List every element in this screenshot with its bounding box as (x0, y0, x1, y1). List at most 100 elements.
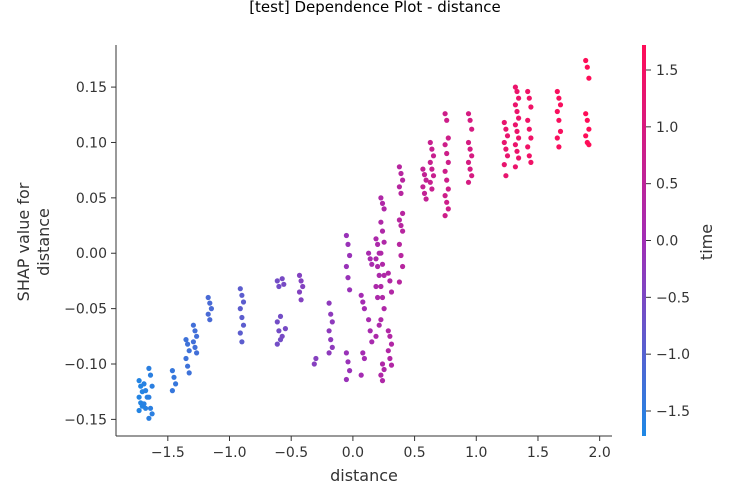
point-column (583, 57, 592, 148)
point-column (366, 250, 375, 345)
point-column (442, 111, 451, 219)
data-point (444, 199, 450, 205)
data-point (512, 84, 519, 90)
data-point (239, 339, 245, 345)
point-column (358, 292, 367, 378)
data-point (240, 322, 247, 328)
data-point (512, 102, 519, 108)
data-point (467, 166, 473, 172)
point-column (274, 278, 284, 347)
data-point (556, 95, 562, 101)
data-point (501, 119, 507, 126)
point-column (343, 232, 353, 383)
data-point (444, 117, 450, 123)
data-point (136, 378, 142, 384)
point-column (373, 236, 382, 339)
data-point (526, 126, 532, 132)
data-point (442, 193, 448, 199)
data-point (328, 311, 334, 317)
data-point (427, 179, 433, 185)
point-column (190, 322, 200, 356)
data-point (274, 278, 280, 284)
data-point (360, 350, 366, 356)
point-column (554, 88, 564, 150)
data-point (514, 108, 520, 115)
data-point (516, 155, 522, 161)
x-tick-label: 0.0 (342, 445, 364, 461)
data-point (584, 64, 590, 70)
data-point (512, 164, 519, 170)
data-point (583, 133, 589, 139)
data-point (347, 252, 353, 259)
data-point (442, 142, 448, 148)
data-point (237, 330, 243, 336)
data-point (373, 256, 379, 262)
point-column (311, 355, 319, 367)
colorbar-tick-label: 0.0 (656, 234, 678, 250)
data-point (147, 405, 154, 411)
data-point (398, 190, 404, 196)
data-point (149, 383, 155, 389)
data-point (313, 355, 319, 362)
data-point (237, 286, 243, 292)
x-axis-label: distance (330, 466, 398, 485)
y-tick-label: 0.10 (76, 135, 107, 151)
data-point (512, 122, 519, 128)
data-point (430, 153, 437, 159)
data-point (147, 372, 154, 378)
data-point (398, 222, 404, 229)
data-point (445, 206, 451, 212)
point-column (385, 270, 395, 368)
data-point (465, 111, 472, 117)
data-point (503, 146, 509, 152)
colorbar-tick-label: −1.0 (656, 347, 690, 363)
data-point (194, 350, 200, 356)
data-point (326, 350, 332, 356)
x-axis-ticks: −1.5 −1.0 −0.5 0.0 0.5 1.0 1.5 2.0 (151, 436, 611, 461)
data-point (136, 407, 142, 414)
data-point (373, 236, 379, 242)
data-point (385, 270, 391, 276)
data-point (375, 263, 381, 270)
data-point (276, 283, 282, 290)
data-point (427, 159, 433, 165)
point-column (378, 195, 387, 384)
data-point (281, 281, 287, 287)
data-point (376, 272, 382, 278)
data-point (194, 333, 200, 339)
data-point (274, 341, 280, 347)
data-point (396, 184, 402, 190)
data-point (385, 348, 391, 354)
data-point (279, 276, 285, 282)
data-point (185, 363, 191, 369)
data-point (381, 239, 387, 245)
data-point (444, 150, 450, 157)
point-column (396, 164, 406, 285)
point-column (326, 300, 335, 356)
data-point (237, 306, 243, 312)
y-axis-label: SHAP value for distance (14, 182, 53, 301)
data-point (190, 322, 196, 328)
point-column (296, 272, 306, 303)
colorbar-tick-label: −0.5 (656, 290, 690, 306)
data-point (360, 299, 366, 305)
data-point (378, 195, 384, 201)
data-point (185, 341, 191, 347)
data-point (381, 306, 387, 312)
data-point (429, 186, 435, 192)
scatter-points (136, 57, 592, 421)
data-point (396, 279, 402, 285)
data-point (378, 219, 384, 225)
point-column (146, 365, 155, 421)
data-point (385, 328, 391, 334)
data-point (467, 146, 473, 152)
data-point (526, 153, 532, 159)
x-tick-label: −1.0 (213, 445, 247, 461)
data-point (239, 292, 245, 298)
data-point (525, 117, 531, 123)
data-point (423, 177, 429, 183)
point-column (465, 111, 475, 185)
y-tick-label: 0.15 (76, 80, 107, 96)
data-point (400, 228, 406, 234)
